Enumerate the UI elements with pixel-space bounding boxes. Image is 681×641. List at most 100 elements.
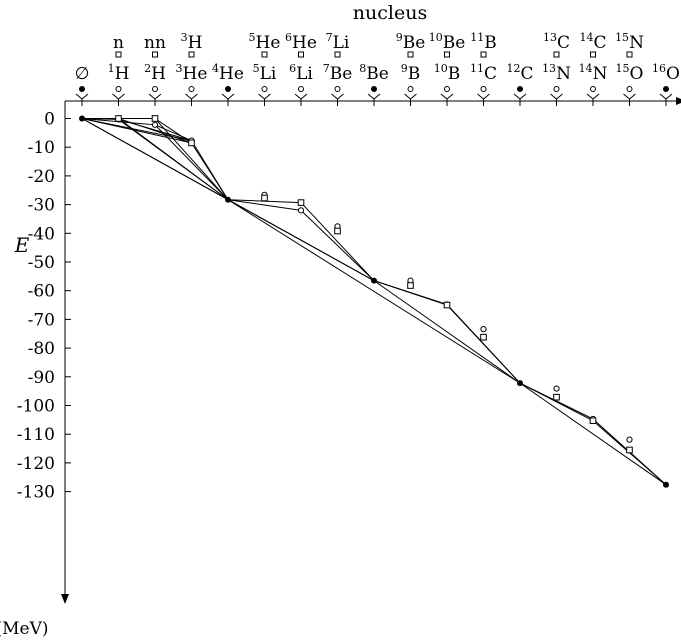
data-point-square <box>627 447 633 453</box>
nucleus-label-upper: 11B <box>470 31 497 53</box>
nucleus-label-upper: 7Li <box>326 31 350 53</box>
nucleus-label-upper: 13C <box>543 31 570 53</box>
nucleus-label: 4He <box>212 62 244 84</box>
upper-nucleus-marker <box>299 52 304 57</box>
upper-nucleus-marker <box>445 52 450 57</box>
axis-nucleus-marker <box>481 87 486 92</box>
nucleus-label-upper: 10Be <box>429 31 466 53</box>
upper-nucleus-marker <box>554 52 559 57</box>
x-tick <box>332 94 344 106</box>
connecting-line <box>228 200 520 383</box>
y-tick-label: -30 <box>28 196 55 216</box>
axis-nucleus-marker <box>408 87 413 92</box>
nucleus-label: 6Li <box>289 62 313 84</box>
nucleus-label: 13N <box>542 62 571 84</box>
axis-nucleus-marker <box>189 87 194 92</box>
data-point-square <box>116 116 122 122</box>
y-tick-label: -50 <box>28 253 55 273</box>
x-tick <box>405 94 417 106</box>
data-point-circle <box>627 437 632 442</box>
upper-nucleus-marker <box>481 52 486 57</box>
x-tick <box>76 94 88 106</box>
axis-nucleus-marker <box>591 87 596 92</box>
nucleus-label: 16O <box>652 62 680 84</box>
y-tick-label: -120 <box>17 454 55 474</box>
nucleus-label-upper: 5He <box>249 31 281 53</box>
data-point-circle <box>152 122 157 127</box>
upper-nucleus-marker <box>153 52 158 57</box>
nucleus-label: 2H <box>144 62 166 84</box>
upper-nucleus-marker <box>591 52 596 57</box>
data-point-square <box>481 334 487 340</box>
upper-nucleus-marker <box>408 52 413 57</box>
data-point-filled <box>79 116 85 122</box>
nucleus-label-upper: 14C <box>579 31 606 53</box>
data-point-square <box>554 394 560 400</box>
connecting-line <box>155 119 228 200</box>
nucleus-label: 10B <box>434 62 461 84</box>
data-point-circle <box>554 386 559 391</box>
nucleus-label-upper: n <box>113 33 124 53</box>
y-tick-label: 0 <box>44 110 55 130</box>
connecting-line <box>520 383 666 485</box>
axis-nucleus-marker <box>554 87 559 92</box>
nucleus-label: ∅ <box>75 64 90 84</box>
nucleus-label: 11C <box>470 62 497 84</box>
nucleus-label: 3He <box>176 62 208 84</box>
data-point-square <box>444 302 450 308</box>
nucleus-label-upper: 6He <box>285 31 317 53</box>
data-point-circle <box>481 327 486 332</box>
data-point-circle <box>298 208 303 213</box>
x-tick <box>660 94 672 106</box>
y-tick-label: -70 <box>28 310 55 330</box>
y-tick-label: -40 <box>28 224 55 244</box>
nucleus-label: 9B <box>401 62 421 84</box>
axis-nucleus-marker <box>80 87 85 92</box>
y-tick-label: -60 <box>28 282 55 302</box>
x-tick <box>113 94 125 106</box>
upper-nucleus-marker <box>262 52 267 57</box>
nucleus-label-upper: 3H <box>181 31 203 53</box>
x-tick <box>222 94 234 106</box>
axis-nucleus-marker <box>372 87 377 92</box>
nucleus-label: 5Li <box>253 62 277 84</box>
axis-nucleus-marker <box>262 87 267 92</box>
y-axis-unit: (MeV) <box>0 619 49 639</box>
upper-nucleus-marker <box>189 52 194 57</box>
y-axis-arrow <box>61 594 69 604</box>
data-point-square <box>335 228 341 234</box>
axis-nucleus-marker <box>153 87 158 92</box>
upper-nucleus-marker <box>116 52 121 57</box>
data-point-square <box>590 418 596 424</box>
y-tick-label: -80 <box>28 339 55 359</box>
x-tick <box>587 94 599 106</box>
x-tick <box>624 94 636 106</box>
x-tick <box>295 94 307 106</box>
x-tick <box>551 94 563 106</box>
data-point-square <box>189 140 195 146</box>
connecting-line <box>374 281 520 383</box>
y-tick-label: -100 <box>17 397 55 417</box>
data-point-square <box>152 116 158 122</box>
nucleus-label: 15O <box>616 62 644 84</box>
nucleus-label-upper: 9Be <box>396 31 426 53</box>
axis-nucleus-marker <box>116 87 121 92</box>
x-tick <box>186 94 198 106</box>
x-tick <box>478 94 490 106</box>
data-point-filled <box>517 380 523 386</box>
connecting-line <box>155 125 228 200</box>
nucleus-label: 7Be <box>323 62 353 84</box>
connecting-line <box>82 119 192 143</box>
upper-nucleus-marker <box>335 52 340 57</box>
x-tick <box>259 94 271 106</box>
nucleus-label: 1H <box>108 62 130 84</box>
axis-nucleus-marker <box>335 87 340 92</box>
data-point-square <box>408 283 414 289</box>
x-tick <box>149 94 161 106</box>
x-tick <box>368 94 380 106</box>
axis-nucleus-marker <box>445 87 450 92</box>
data-point-square <box>298 200 304 206</box>
y-tick-label: -10 <box>28 138 55 158</box>
chart-title: nucleus <box>353 2 427 24</box>
axis-nucleus-marker <box>627 87 632 92</box>
